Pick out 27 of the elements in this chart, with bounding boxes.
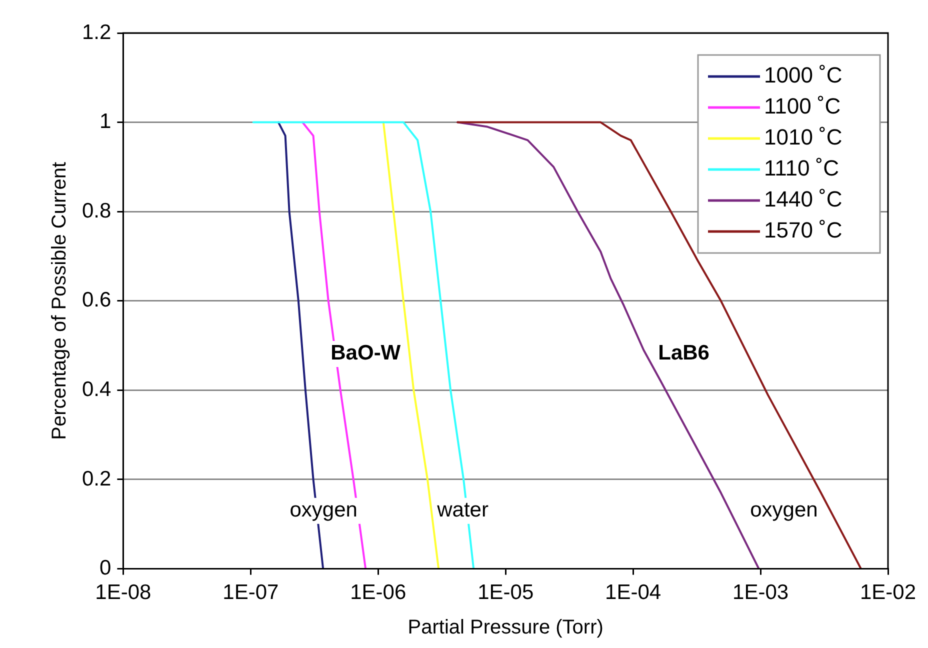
x-tick-label: 1E-07 [222, 581, 279, 604]
x-tick-label: 1E-08 [95, 581, 152, 604]
annotation: LaB6 [658, 342, 710, 365]
x-tick-label: 1E-04 [605, 581, 662, 604]
legend-label: 1110 ˚C [764, 156, 840, 181]
annotation: oxygen [750, 498, 818, 522]
y-tick-label: 0.2 [82, 467, 112, 490]
y-tick-label: 1 [100, 110, 112, 134]
annotation: BaO-W [330, 342, 401, 365]
x-tick-label: 1E-03 [732, 581, 789, 604]
legend-label: 1010 ˚C [764, 124, 842, 150]
y-tick-label: 0.6 [82, 288, 112, 312]
y-axis-title: Percentage of Possible Current [48, 161, 71, 440]
legend-label: 1570 ˚C [764, 218, 842, 243]
legend-label: 1000 ˚C [764, 62, 842, 88]
x-tick-label: 1E-06 [350, 581, 406, 604]
x-axis-title: Partial Pressure (Torr) [408, 616, 604, 639]
legend-label: 1100 ˚C [764, 94, 841, 119]
y-tick-label: 0.4 [82, 378, 112, 401]
x-tick-label: 1E-05 [478, 581, 534, 604]
y-tick-label: 1.2 [82, 20, 112, 44]
annotation: water [436, 498, 488, 522]
annotation: oxygen [290, 498, 358, 522]
y-tick-label: 0.8 [82, 199, 112, 222]
legend-label: 1440 ˚C [764, 186, 842, 212]
x-tick-label: 1E-02 [860, 581, 916, 604]
y-tick-label: 0 [100, 556, 112, 580]
